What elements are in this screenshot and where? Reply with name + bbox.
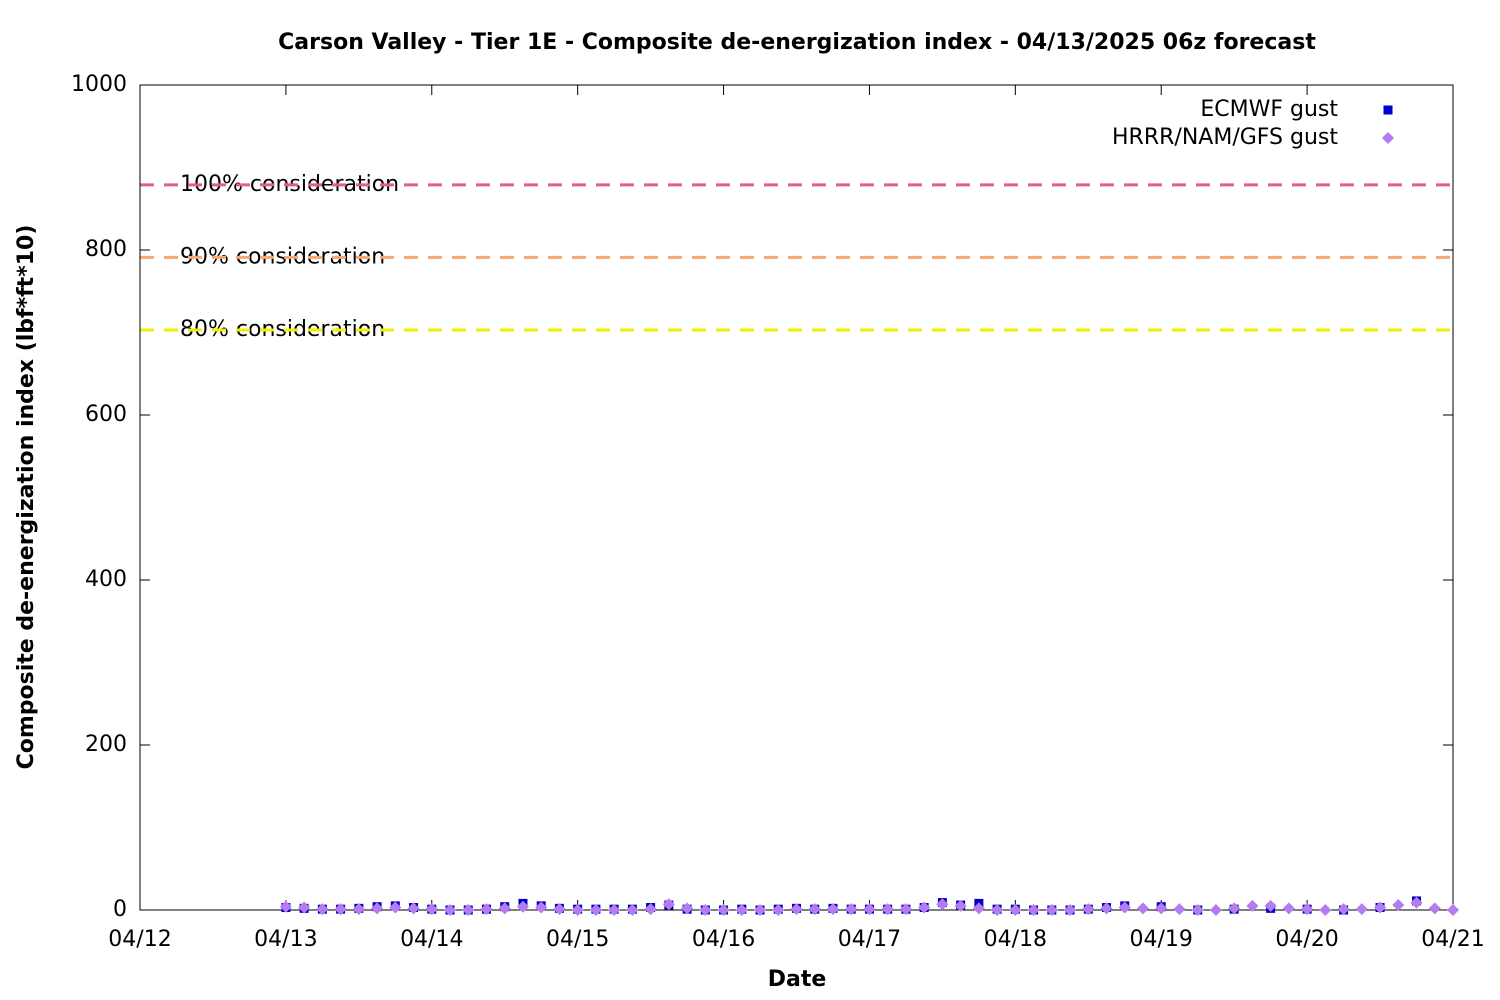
point <box>1100 902 1113 915</box>
point <box>735 904 748 916</box>
point <box>918 901 931 914</box>
x-tick-label: 04/15 <box>546 927 609 952</box>
point <box>1228 902 1241 915</box>
y-tick-label: 800 <box>85 237 127 262</box>
point <box>863 903 876 916</box>
point <box>1355 903 1368 916</box>
y-axis-title: Composite de-energization index (lbf*ft*… <box>14 225 39 770</box>
point <box>826 903 839 916</box>
point <box>954 899 967 912</box>
y-tick-label: 0 <box>113 897 127 922</box>
point <box>279 900 292 913</box>
point <box>1064 904 1077 916</box>
reference-label: 80% consideration <box>180 317 385 342</box>
legend-marker <box>1383 105 1393 115</box>
point <box>535 901 548 914</box>
point <box>1392 899 1405 912</box>
point <box>1155 902 1168 915</box>
point <box>644 903 657 916</box>
point <box>352 903 365 916</box>
legend-label: HRRR/NAM/GFS gust <box>1112 125 1338 150</box>
point <box>571 904 584 916</box>
y-tick-label: 200 <box>85 732 127 757</box>
point <box>371 902 384 915</box>
x-tick-label: 04/16 <box>692 927 755 952</box>
point <box>516 900 529 913</box>
point <box>772 904 785 916</box>
point <box>444 904 457 916</box>
point <box>899 903 912 916</box>
point <box>1136 902 1149 915</box>
x-tick-label: 04/19 <box>1130 927 1193 952</box>
point <box>662 898 675 911</box>
point <box>1282 902 1295 915</box>
point <box>462 904 475 916</box>
point <box>1009 904 1022 916</box>
point <box>1301 903 1314 916</box>
x-tick-label: 04/12 <box>108 927 171 952</box>
point <box>972 902 985 915</box>
point <box>407 902 420 915</box>
x-tick-label: 04/14 <box>400 927 463 952</box>
y-tick-label: 600 <box>85 402 127 427</box>
point <box>808 903 821 916</box>
point <box>589 904 602 916</box>
point <box>298 901 311 914</box>
point <box>1447 904 1459 916</box>
point <box>1374 901 1387 914</box>
point <box>1264 899 1277 912</box>
point <box>480 903 493 916</box>
x-tick-label: 04/21 <box>1421 927 1484 952</box>
point <box>1045 904 1058 916</box>
x-tick-label: 04/18 <box>984 927 1047 952</box>
point <box>389 901 402 914</box>
point <box>936 898 949 911</box>
y-tick-label: 1000 <box>71 72 127 97</box>
x-tick-label: 04/17 <box>838 927 901 952</box>
reference-label: 90% consideration <box>180 244 385 269</box>
point <box>608 904 621 916</box>
y-tick-label: 400 <box>85 567 127 592</box>
x-tick-label: 04/20 <box>1275 927 1338 952</box>
x-tick-label: 04/13 <box>254 927 317 952</box>
point <box>1118 901 1131 914</box>
chart-title: Carson Valley - Tier 1E - Composite de-e… <box>278 30 1316 55</box>
point <box>1027 904 1040 916</box>
point <box>1337 903 1350 916</box>
point <box>334 903 347 916</box>
point <box>845 903 858 916</box>
point <box>681 902 694 915</box>
x-axis-title: Date <box>768 967 827 992</box>
point <box>498 902 511 915</box>
point <box>1428 902 1441 915</box>
point <box>991 904 1004 916</box>
point <box>717 904 730 916</box>
point <box>1173 903 1186 916</box>
point <box>626 904 639 916</box>
point <box>425 903 438 916</box>
point <box>754 904 767 916</box>
point <box>1246 899 1259 912</box>
point <box>553 903 566 916</box>
legend-label: ECMWF gust <box>1200 97 1338 122</box>
point <box>1082 903 1095 916</box>
point <box>881 903 894 916</box>
point <box>1191 904 1204 916</box>
point <box>1209 904 1222 916</box>
point <box>699 904 712 916</box>
point <box>316 903 329 916</box>
legend-marker <box>1382 132 1394 144</box>
point <box>1319 904 1332 916</box>
point <box>790 903 803 916</box>
point <box>1410 896 1423 909</box>
